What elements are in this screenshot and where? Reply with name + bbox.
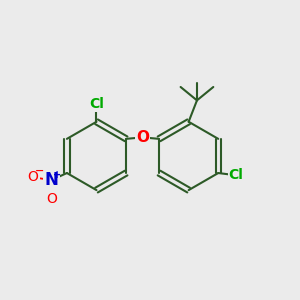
Text: +: +	[53, 169, 62, 179]
Text: O: O	[136, 130, 149, 145]
Text: Cl: Cl	[89, 97, 104, 111]
Text: O: O	[28, 170, 38, 184]
Text: N: N	[44, 172, 58, 190]
Text: Cl: Cl	[229, 168, 244, 182]
Text: −: −	[35, 165, 44, 176]
Text: O: O	[46, 192, 57, 206]
